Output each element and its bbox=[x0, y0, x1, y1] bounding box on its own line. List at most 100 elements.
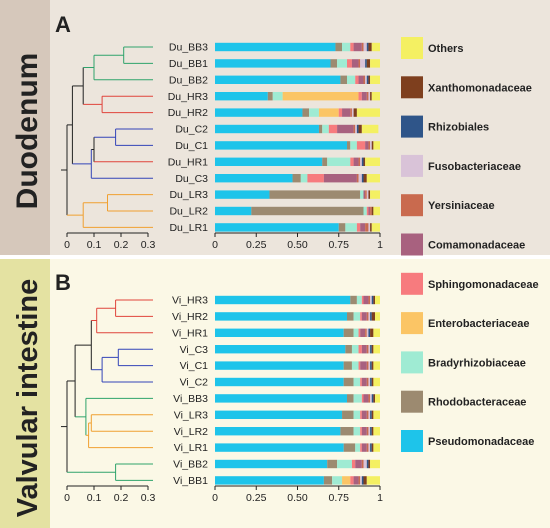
bar-segment-du-bb1-bradyrhizobiaceae bbox=[337, 59, 347, 68]
bar-segment-du-hr2-others bbox=[356, 108, 380, 117]
bar-segment-vi-c3-xanthomonadaceae bbox=[371, 345, 374, 354]
bar-segment-du-lr1-yersiniaceae bbox=[365, 223, 369, 232]
sample-label: Vi_HR3 bbox=[172, 295, 208, 307]
bar-segment-du-bb2-others bbox=[370, 75, 380, 84]
bar-segment-du-c3-bradyrhizobiaceae bbox=[300, 174, 308, 183]
bar-segment-vi-bb3-rhizobiales bbox=[371, 394, 374, 403]
bar-x-tick-label: 1 bbox=[377, 492, 383, 504]
bar-segment-du-c1-xanthomonadaceae bbox=[371, 141, 374, 150]
bar-segment-du-lr2-yersiniaceae bbox=[370, 206, 372, 216]
bar-segment-vi-c2-yersiniaceae bbox=[366, 377, 369, 387]
sample-label: Vi_C2 bbox=[180, 377, 209, 389]
bar-segment-vi-c3-sphingomonadaceae bbox=[358, 345, 362, 354]
bar-segment-vi-hr1-others bbox=[373, 328, 380, 337]
bar-segment-du-bb2-comamonadaceae bbox=[358, 75, 364, 84]
bar-segment-du-hr2-pseudomonadaceae bbox=[215, 108, 303, 117]
bar-segment-du-c2-others bbox=[361, 124, 379, 134]
bar-segment-du-lr2-others bbox=[373, 206, 380, 216]
bar-segment-du-hr1-fusobacteriaceae bbox=[360, 157, 362, 166]
sample-label: Du_HR3 bbox=[168, 91, 208, 103]
bar-segment-vi-lr1-yersiniaceae bbox=[366, 443, 369, 452]
bar-x-tick-label: 0 bbox=[212, 492, 218, 504]
bar-x-tick-label: 0 bbox=[212, 239, 218, 251]
sample-label: Du_LR2 bbox=[169, 206, 208, 218]
sample-label: Du_C2 bbox=[175, 124, 208, 136]
bar-segment-du-lr1-pseudomonadaceae bbox=[215, 223, 339, 232]
bar-segment-vi-lr2-yersiniaceae bbox=[366, 427, 369, 436]
bar-segment-vi-hr1-pseudomonadaceae bbox=[215, 328, 344, 337]
legend-swatch-fusobacteriaceae bbox=[401, 154, 423, 177]
bar-segment-vi-hr3-yersiniaceae bbox=[368, 295, 371, 305]
bar-segment-vi-c1-sphingomonadaceae bbox=[358, 361, 361, 370]
bar-segment-du-lr1-others bbox=[371, 223, 380, 232]
bar-segment-du-bb1-pseudomonadaceae bbox=[215, 59, 331, 68]
bar-segment-vi-bb1-pseudomonadaceae bbox=[215, 476, 324, 485]
bar-segment-vi-lr1-comamonadaceae bbox=[361, 443, 367, 452]
bar-segment-du-c2-sphingomonadaceae bbox=[328, 124, 338, 134]
bar-segment-vi-lr1-rhodobacteraceae bbox=[343, 443, 356, 452]
bar-segment-vi-c3-rhizobiales bbox=[370, 345, 372, 354]
bar-segment-vi-bb2-comamonadaceae bbox=[355, 459, 362, 469]
tree-axis-tick-label: 0.2 bbox=[114, 492, 129, 504]
bar-segment-du-c2-rhizobiales bbox=[356, 124, 359, 134]
bar-segment-du-hr1-sphingomonadaceae bbox=[350, 157, 354, 166]
legend-swatch-enterobacteriaceae bbox=[401, 312, 423, 335]
bar-segment-du-bb1-rhodobacteraceae bbox=[330, 59, 338, 68]
bar-segment-vi-c1-bradyrhizobiaceae bbox=[351, 361, 359, 370]
bar-segment-du-bb1-xanthomonadaceae bbox=[366, 59, 371, 68]
bar-segment-vi-bb1-sphingomonadaceae bbox=[350, 476, 354, 485]
bar-segment-du-bb1-fusobacteriaceae bbox=[360, 59, 366, 68]
bar-segment-du-c1-comamonadaceae bbox=[365, 141, 369, 150]
bar-segment-vi-hr1-bradyrhizobiaceae bbox=[353, 328, 359, 337]
bar-segment-du-lr3-fusobacteriaceae bbox=[366, 190, 369, 199]
bar-segment-vi-lr1-others bbox=[373, 443, 380, 452]
tree-axis-tick-label: 0.1 bbox=[87, 492, 102, 504]
bar-segment-vi-c3-yersiniaceae bbox=[366, 345, 369, 354]
sample-label: Vi_LR1 bbox=[174, 442, 208, 454]
tree-axis-tick-label: 0.3 bbox=[141, 492, 156, 504]
bar-segment-vi-bb1-comamonadaceae bbox=[353, 476, 359, 485]
bar-segment-vi-c2-fusobacteriaceae bbox=[368, 377, 371, 387]
bar-segment-vi-bb2-bradyrhizobiaceae bbox=[337, 459, 352, 469]
bar-segment-vi-hr1-sphingomonadaceae bbox=[358, 328, 361, 337]
bar-segment-vi-lr3-xanthomonadaceae bbox=[371, 410, 374, 419]
bar-segment-vi-lr3-rhodobacteraceae bbox=[342, 410, 354, 419]
bar-segment-du-bb2-fusobacteriaceae bbox=[365, 75, 367, 84]
bar-segment-vi-c2-bradyrhizobiaceae bbox=[353, 377, 361, 387]
bar-segment-du-c3-xanthomonadaceae bbox=[363, 174, 367, 183]
bar-segment-vi-c2-others bbox=[373, 377, 380, 387]
bar-segment-du-hr1-rhizobiales bbox=[361, 157, 364, 166]
bar-segment-du-c1-sphingomonadaceae bbox=[356, 141, 366, 150]
bar-segment-vi-lr2-rhodobacteraceae bbox=[340, 427, 354, 436]
legend-label-xanthomonadaceae: Xanthomonadaceae bbox=[428, 82, 532, 94]
panel-label-b: B bbox=[55, 270, 71, 295]
bar-segment-du-hr2-fusobacteriaceae bbox=[351, 108, 354, 117]
legend-swatch-rhizobiales bbox=[401, 115, 423, 138]
bar-segment-vi-c2-rhizobiales bbox=[370, 377, 372, 387]
bar-segment-du-c3-comamonadaceae bbox=[323, 174, 357, 183]
legend-label-comamonadaceae: Comamonadaceae bbox=[428, 240, 525, 252]
bar-segment-vi-lr2-pseudomonadaceae bbox=[215, 427, 341, 436]
sample-label: Vi_C1 bbox=[180, 360, 209, 372]
legend-swatch-sphingomonadaceae bbox=[401, 272, 423, 295]
bar-segment-vi-lr1-pseudomonadaceae bbox=[215, 443, 344, 452]
panel-a-chart: Du_BB3 Du_BB1 Du_BB2 Du_HR3 Du_HR2 Du_C2 Du_C1… bbox=[61, 42, 383, 251]
bar-segment-du-hr2-enterobacteriaceae bbox=[318, 108, 339, 117]
bar-segment-du-hr2-sphingomonadaceae bbox=[338, 108, 343, 117]
bar-segment-du-bb1-others bbox=[370, 59, 380, 68]
bar-segment-vi-lr1-fusobacteriaceae bbox=[368, 443, 371, 452]
tree-axis-tick-label: 0.3 bbox=[141, 239, 156, 251]
bar-segment-du-c3-fusobacteriaceae bbox=[358, 174, 362, 183]
bar-segment-du-bb2-sphingomonadaceae bbox=[355, 75, 359, 84]
bar-segment-vi-lr3-sphingomonadaceae bbox=[360, 410, 362, 419]
bar-segment-vi-c3-pseudomonadaceae bbox=[215, 345, 346, 354]
bar-segment-vi-hr3-pseudomonadaceae bbox=[215, 295, 351, 305]
sample-label: Du_HR1 bbox=[168, 156, 208, 168]
bar-segment-du-hr1-xanthomonadaceae bbox=[363, 157, 366, 166]
bar-segment-vi-lr2-rhizobiales bbox=[370, 427, 372, 436]
bar-segment-du-bb2-pseudomonadaceae bbox=[215, 75, 341, 84]
bar-segment-du-c1-rhodobacteraceae bbox=[347, 141, 351, 150]
bar-segment-vi-hr2-fusobacteriaceae bbox=[368, 312, 371, 321]
bar-segment-vi-bb1-others bbox=[366, 476, 380, 485]
